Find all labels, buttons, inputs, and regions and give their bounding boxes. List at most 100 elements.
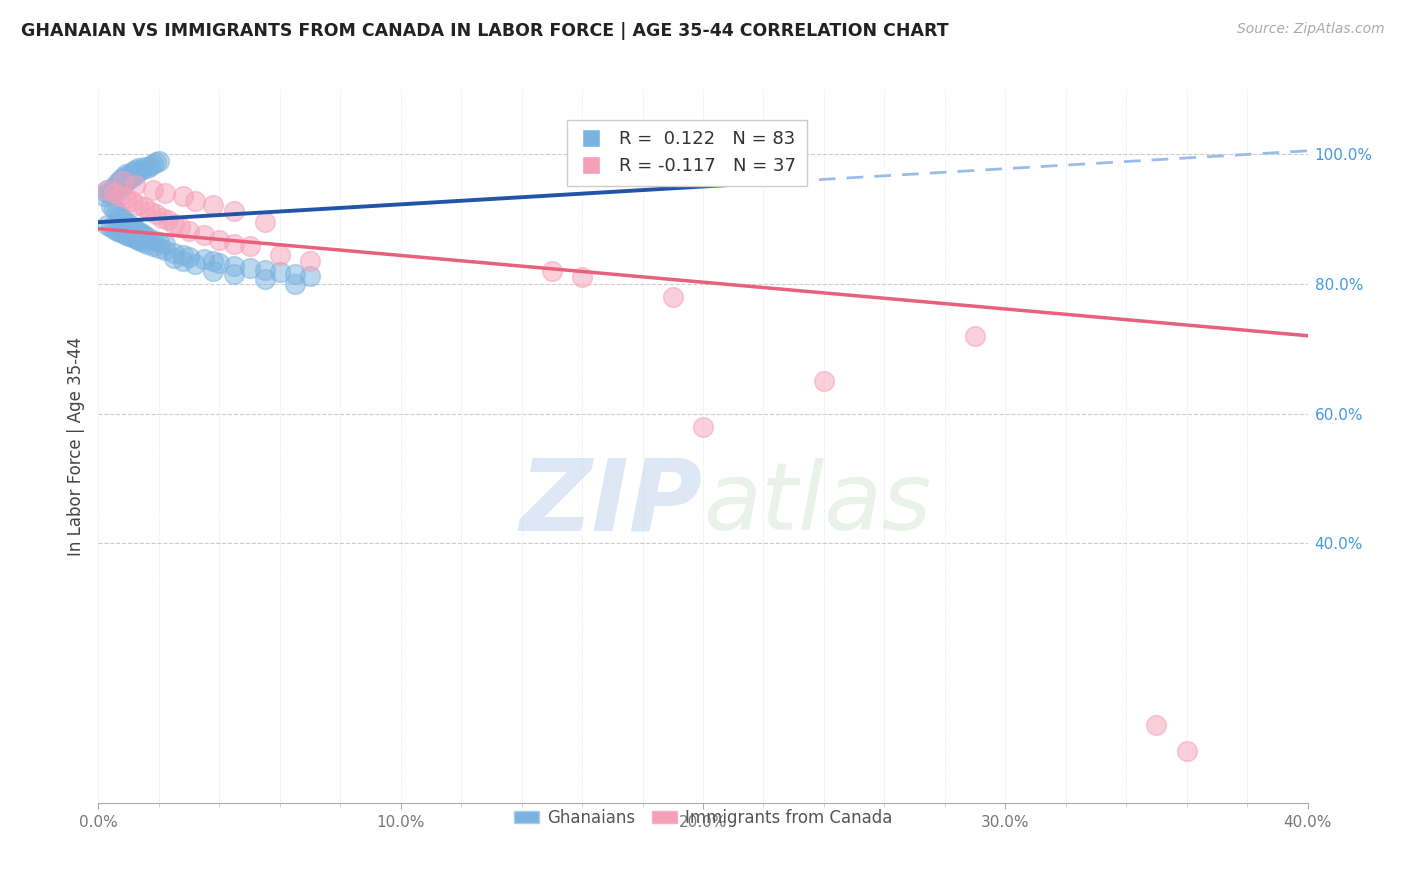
Point	[299, 254, 322, 268]
Point	[163, 245, 186, 260]
Point	[96, 183, 118, 197]
Point	[135, 161, 157, 176]
Point	[105, 205, 128, 219]
Point	[127, 165, 149, 179]
Point	[202, 254, 225, 268]
Point	[253, 215, 276, 229]
Point	[172, 254, 194, 268]
Point	[118, 228, 141, 243]
Point	[100, 187, 122, 202]
Point	[1175, 744, 1198, 758]
Point	[153, 243, 176, 257]
Point	[142, 183, 165, 197]
Point	[96, 186, 118, 200]
Point	[114, 227, 136, 242]
Point	[129, 163, 152, 178]
Point	[114, 191, 136, 205]
Point	[224, 204, 246, 219]
Point	[127, 233, 149, 247]
Point	[163, 251, 186, 265]
Point	[224, 259, 246, 273]
Point	[121, 230, 143, 244]
Point	[103, 179, 125, 194]
Point	[184, 194, 207, 208]
Point	[184, 257, 207, 271]
Point	[156, 213, 179, 227]
Point	[111, 174, 134, 188]
Point	[1144, 718, 1167, 732]
Legend: Ghanaians, Immigrants from Canada: Ghanaians, Immigrants from Canada	[508, 803, 898, 834]
Point	[284, 267, 307, 281]
Point	[124, 221, 146, 235]
Point	[139, 159, 162, 173]
Point	[132, 228, 155, 243]
Point	[163, 217, 186, 231]
Point	[145, 154, 167, 169]
Point	[208, 233, 231, 247]
Point	[132, 200, 155, 214]
Point	[148, 235, 170, 249]
Point	[124, 178, 146, 193]
Point	[114, 174, 136, 188]
Point	[124, 163, 146, 178]
Point	[108, 181, 131, 195]
Point	[139, 204, 162, 219]
Point	[150, 211, 173, 225]
Point	[124, 231, 146, 245]
Point	[124, 168, 146, 182]
Point	[111, 169, 134, 184]
Point	[172, 247, 194, 261]
Point	[108, 189, 131, 203]
Point	[100, 219, 122, 234]
Point	[118, 171, 141, 186]
Point	[121, 169, 143, 184]
Point	[114, 167, 136, 181]
Point	[121, 165, 143, 179]
Point	[169, 219, 191, 234]
Point	[132, 235, 155, 250]
Point	[105, 224, 128, 238]
Point	[100, 199, 122, 213]
Point	[299, 268, 322, 283]
Point	[193, 252, 215, 267]
Point	[111, 226, 134, 240]
Point	[103, 187, 125, 202]
Point	[208, 256, 231, 270]
Point	[172, 189, 194, 203]
Point	[813, 374, 835, 388]
Point	[179, 250, 201, 264]
Point	[121, 219, 143, 234]
Point	[269, 247, 291, 261]
Point	[103, 221, 125, 235]
Point	[224, 267, 246, 281]
Point	[96, 183, 118, 197]
Point	[114, 215, 136, 229]
Point	[108, 209, 131, 223]
Point	[269, 265, 291, 279]
Point	[142, 157, 165, 171]
Y-axis label: In Labor Force | Age 35-44: In Labor Force | Age 35-44	[66, 336, 84, 556]
Point	[153, 186, 176, 200]
Point	[965, 328, 987, 343]
Point	[148, 241, 170, 255]
Point	[93, 189, 115, 203]
Point	[118, 217, 141, 231]
Point	[108, 173, 131, 187]
Point	[129, 234, 152, 248]
Point	[253, 271, 276, 285]
Point	[179, 224, 201, 238]
Text: atlas: atlas	[703, 458, 931, 549]
Point	[571, 270, 593, 285]
Text: ZIP: ZIP	[520, 455, 703, 551]
Point	[253, 262, 276, 277]
Text: Source: ZipAtlas.com: Source: ZipAtlas.com	[1237, 22, 1385, 37]
Point	[540, 264, 562, 278]
Point	[135, 230, 157, 244]
Point	[127, 161, 149, 176]
Point	[202, 264, 225, 278]
Point	[105, 176, 128, 190]
Point	[103, 202, 125, 217]
Point	[127, 224, 149, 238]
Point	[153, 236, 176, 251]
Point	[132, 160, 155, 174]
